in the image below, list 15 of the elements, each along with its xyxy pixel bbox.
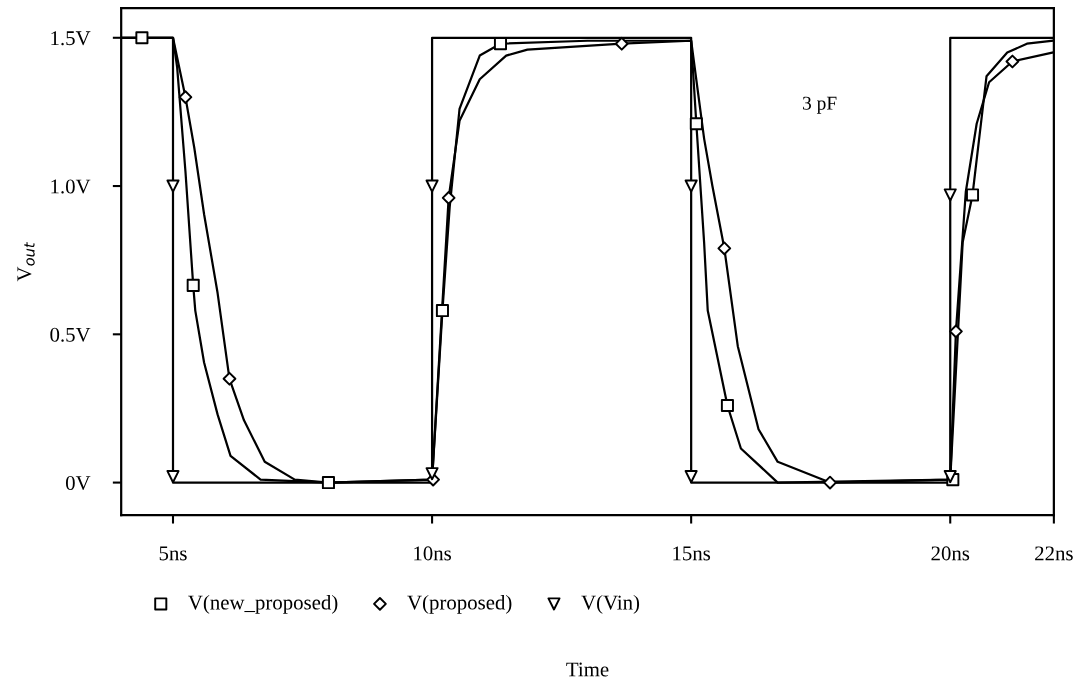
x-tick-label: 10ns bbox=[414, 546, 451, 561]
y-axis-title: V$_{out}$ bbox=[17, 241, 35, 282]
legend-label: V(new_proposed) bbox=[188, 594, 338, 614]
y-tick-label: 1.0V bbox=[51, 179, 91, 194]
y-tick-label: 1.5V bbox=[51, 31, 91, 46]
y-tick-label: 0.5V bbox=[50, 327, 91, 342]
x-tick-label: 22ns bbox=[1035, 546, 1073, 561]
x-tick-label: 15ns bbox=[673, 546, 711, 561]
legend-label: V(proposed) bbox=[407, 594, 512, 614]
annotation: 3 pF bbox=[802, 96, 837, 114]
x-tick-label: 5ns bbox=[159, 546, 187, 561]
x-axis-title: Time bbox=[566, 662, 609, 677]
y-tick-label: 0V bbox=[65, 475, 91, 491]
legend-label: V(Vin) bbox=[581, 594, 640, 614]
x-tick-label: 20ns bbox=[931, 546, 970, 561]
